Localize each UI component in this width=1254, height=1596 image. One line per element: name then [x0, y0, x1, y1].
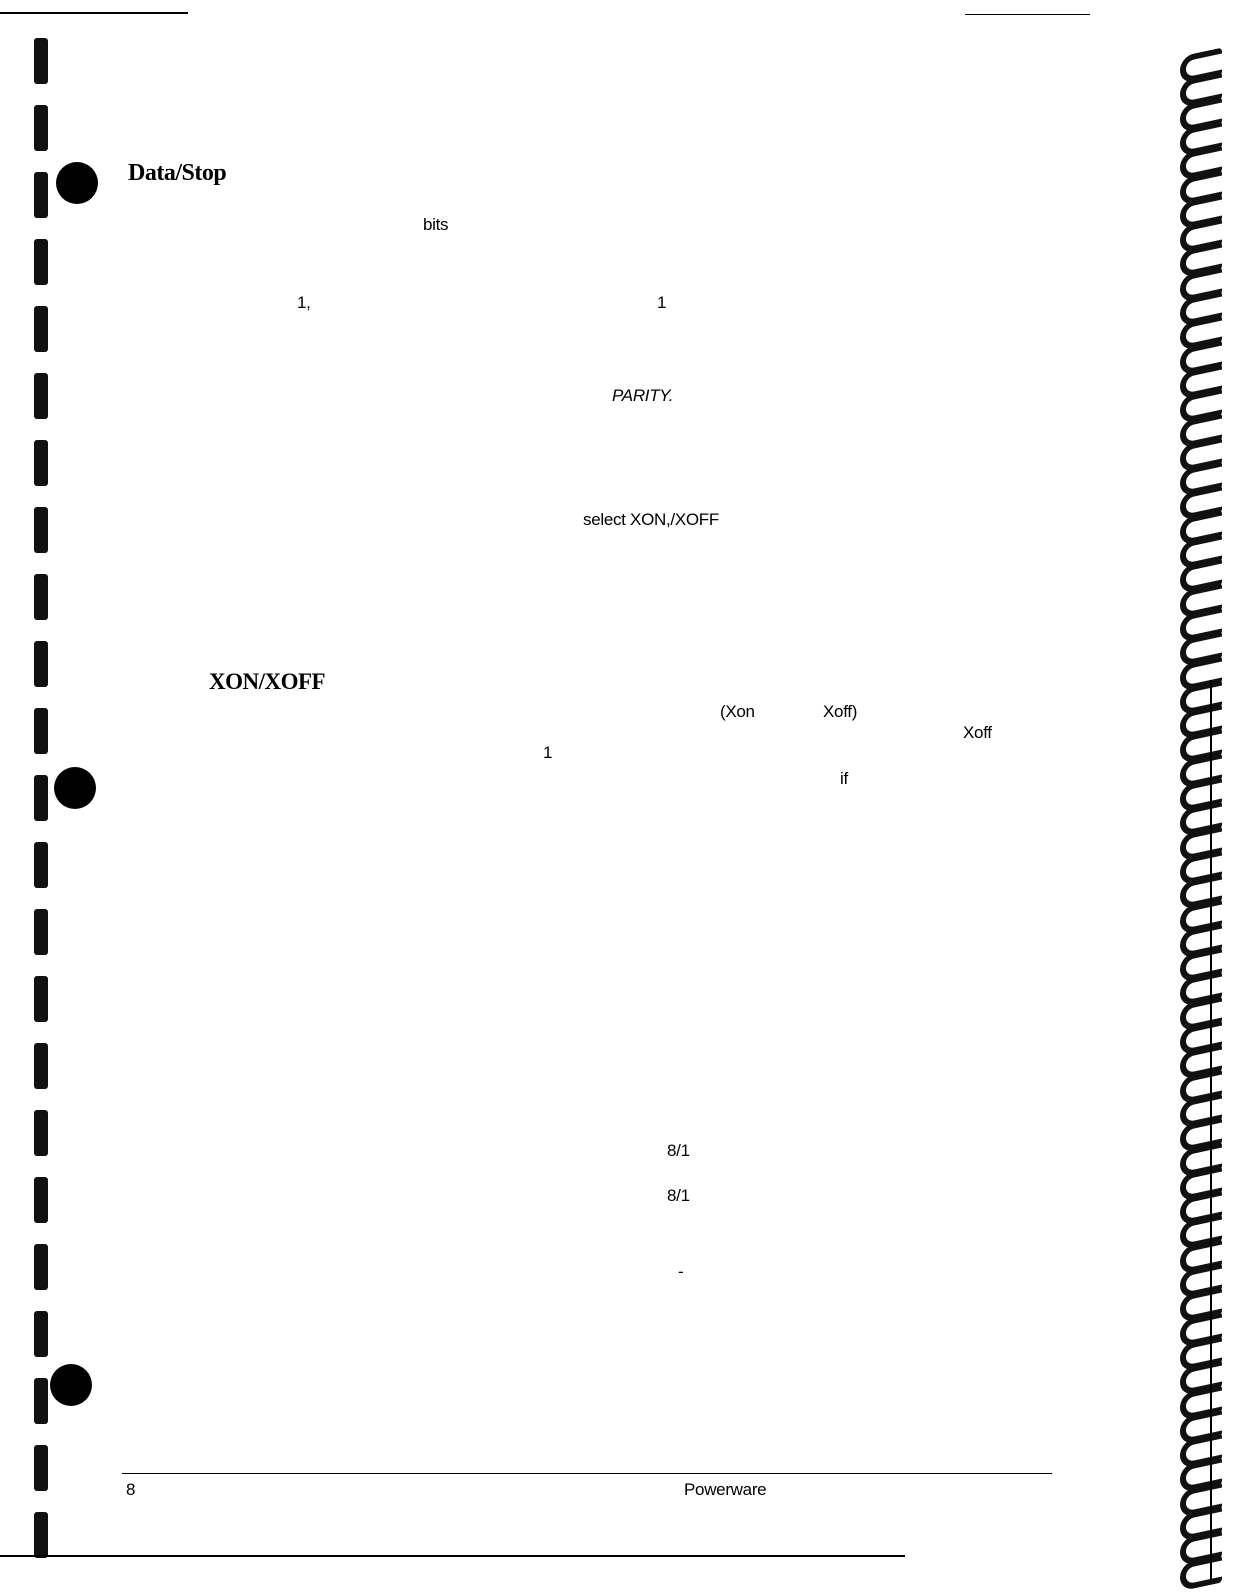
binding-mark — [34, 1512, 48, 1558]
binding-mark — [34, 1311, 48, 1357]
punch-hole — [50, 1364, 92, 1406]
text-fragment: (Xon — [720, 702, 755, 721]
right-edge-line — [1210, 680, 1212, 1580]
punch-hole — [54, 767, 96, 809]
binding-mark — [34, 1110, 48, 1156]
footer-brand: Powerware — [684, 1480, 767, 1499]
binding-mark — [34, 507, 48, 553]
text-fragment: bits — [423, 215, 449, 234]
binding-mark — [34, 1244, 48, 1290]
text-fragment: PARITY. — [612, 386, 674, 405]
binding-mark — [34, 373, 48, 419]
binding-mark — [34, 775, 48, 821]
text-fragment: - — [678, 1262, 684, 1281]
text-fragment: Xoff — [963, 723, 992, 742]
punch-hole — [56, 162, 98, 204]
text-fragment: 1 — [543, 743, 553, 762]
binding-mark — [34, 842, 48, 888]
setting-value: 8/1 — [667, 1186, 690, 1205]
footer-rule — [122, 1473, 1052, 1474]
text-fragment: if — [840, 769, 848, 788]
page-number: 8 — [126, 1480, 136, 1499]
binding-mark — [34, 976, 48, 1022]
binding-mark — [34, 1043, 48, 1089]
binding-mark — [34, 38, 48, 84]
binding-mark — [34, 440, 48, 486]
binding-mark — [34, 708, 48, 754]
binding-mark — [34, 641, 48, 687]
top-right-rule — [965, 14, 1090, 15]
bottom-rule — [0, 1555, 905, 1557]
top-left-rule — [0, 12, 188, 14]
binding-mark — [34, 909, 48, 955]
text-fragment: Xoff) — [823, 702, 858, 721]
binding-mark — [34, 239, 48, 285]
text-fragment: 1 — [657, 293, 667, 312]
section-heading-data-stop: Data/Stop — [128, 160, 227, 186]
binding-mark — [34, 574, 48, 620]
text-fragment: 1, — [297, 293, 311, 312]
binding-mark — [34, 172, 48, 218]
binding-mark — [34, 1177, 48, 1223]
text-fragment: select XON,/XOFF — [583, 510, 719, 529]
binding-mark — [34, 306, 48, 352]
binding-mark — [34, 1445, 48, 1491]
setting-value: 8/1 — [667, 1141, 690, 1160]
section-heading-xon-xoff: XON/XOFF — [209, 669, 326, 694]
binding-mark — [34, 105, 48, 151]
binding-mark — [34, 1378, 48, 1424]
